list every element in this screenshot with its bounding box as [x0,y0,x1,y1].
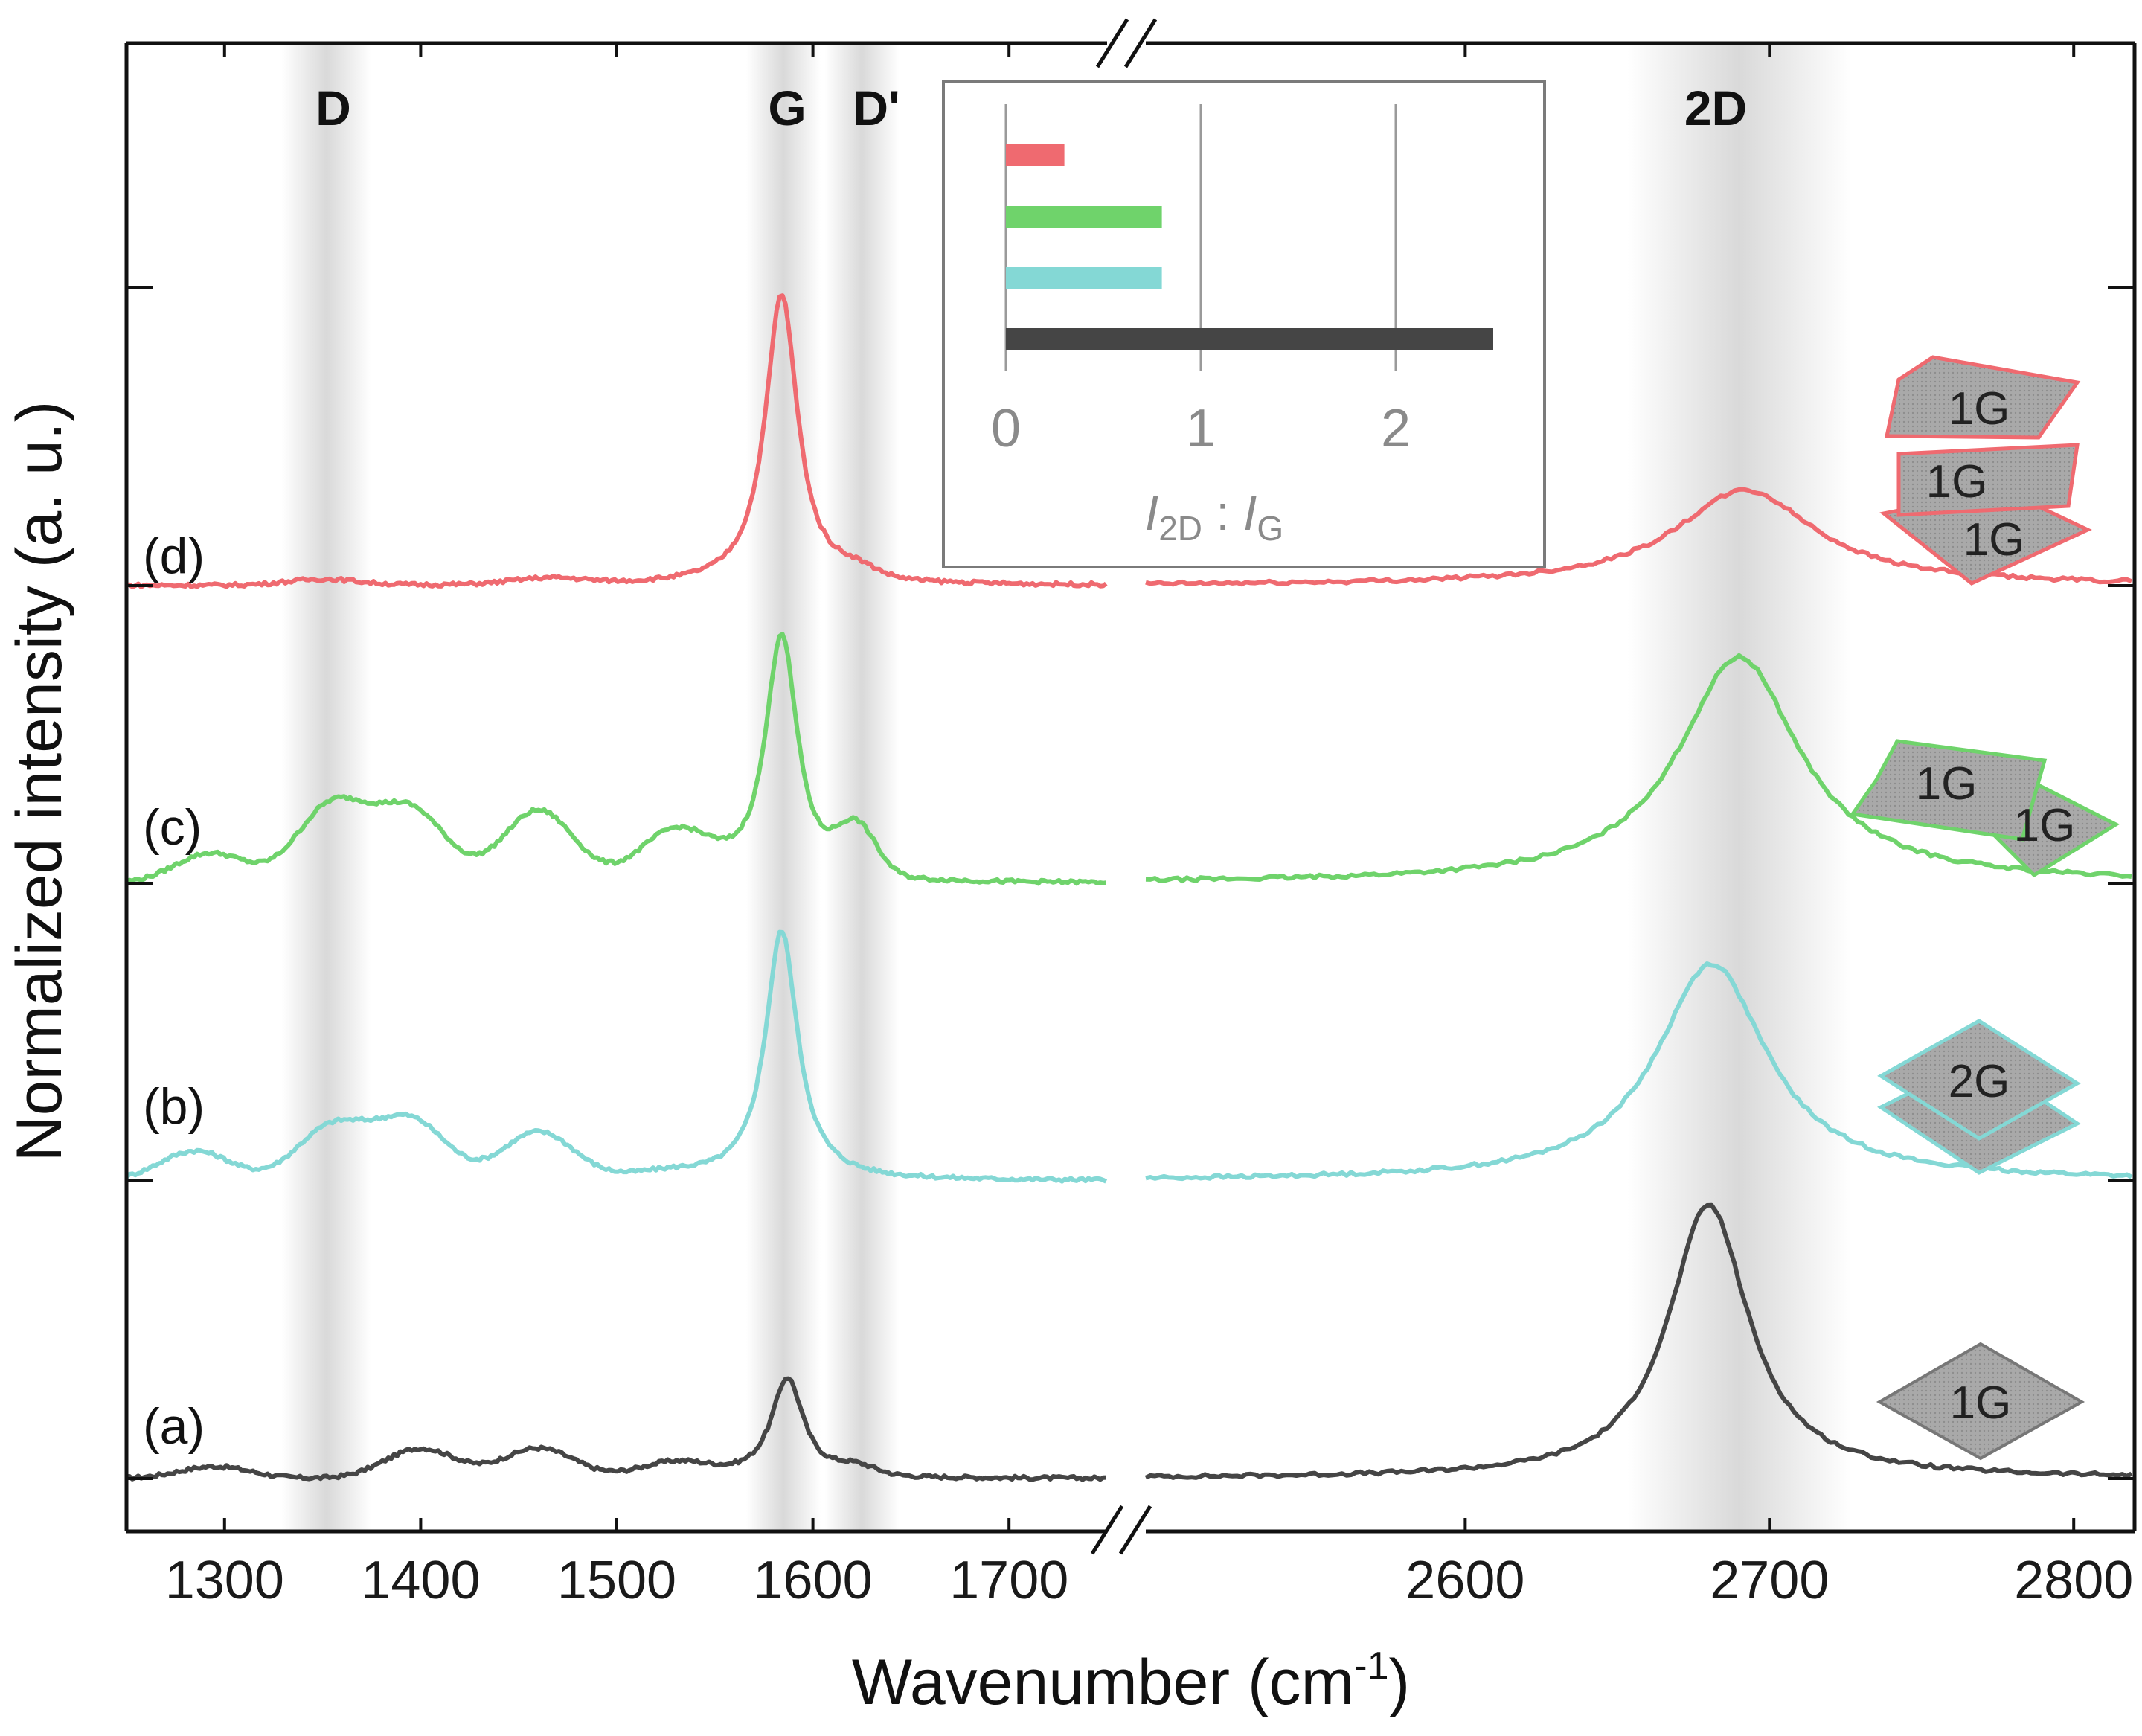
band-labels: D G D' 2D [315,80,1747,135]
flake-b-upper [1877,1019,2081,1141]
axis-break-marks [1090,18,1158,1555]
spectrum-b-segment-1 [124,929,1108,1184]
band-label-2d: 2D [1684,80,1747,135]
flake-b-label: 2G [1949,1056,2010,1107]
flake-icon-b: 2G [1877,1019,2081,1175]
break-mark-bottom-2 [1118,1505,1152,1555]
x-tick-label-1500: 1500 [557,1551,676,1610]
series-label-b: (b) [143,1078,205,1135]
inset-x-title: I2D : IG [1145,485,1283,548]
flake-d-middle [1896,443,2080,517]
break-mark-top-2 [1123,18,1158,68]
flake-icon-d: 1G 1G 1G [1879,355,2092,586]
x-ticks: 1300 1400 1500 1600 1700 2600 2700 2800 [165,43,2133,1610]
flake-c-front [1849,739,2048,842]
series-label-a: (a) [143,1398,205,1455]
inset-tick-label-0: 0 [991,399,1021,458]
y-axis-title: Normalized intensity (a. u.) [4,401,75,1162]
x-tick-label-2800: 2800 [2014,1551,2133,1610]
inset-bar-c [1006,206,1162,228]
series-label-d: (d) [143,528,205,584]
flake-d-middle-label: 1G [1926,456,1988,507]
spectrum-c-segment-1 [125,632,1107,886]
inset-tick-label-2: 2 [1381,399,1411,458]
x-tick-label-1700: 1700 [949,1551,1068,1610]
band-label-dprime: D' [853,80,900,135]
flake-a [1876,1342,2085,1461]
flake-d-top [1884,355,2081,440]
inset-bar-a [1006,328,1493,350]
spectrum-a-segment-1 [126,1376,1106,1482]
x-axis-title: Wavenumber (cm-1) [852,1644,1410,1718]
break-mark-bottom-1 [1090,1505,1124,1555]
band-3 [1627,43,1851,1531]
flake-a-label: 1G [1950,1377,2012,1429]
flake-d-bottom-label: 1G [1963,514,2025,566]
spectrum-d-segment-1 [126,293,1108,589]
inset-bar-b [1006,267,1162,289]
flake-icon-a: 1G [1876,1342,2085,1461]
x-tick-label-1400: 1400 [361,1551,480,1610]
spectrum-c-segment-2 [1145,653,2132,883]
flake-d-top-label: 1G [1949,383,2010,435]
flake-c-front-label: 1G [1916,758,1978,810]
inset-tick-label-1: 1 [1186,399,1216,458]
inset-tick-labels: 0 1 2 [991,399,1411,458]
inset-bar-d [1006,144,1065,166]
y-ticks [126,286,2135,1480]
x-tick-label-2600: 2600 [1405,1551,1524,1610]
spectra-lines [124,293,2133,1482]
series-label-c: (c) [143,799,202,856]
inset-bars [1006,144,1493,350]
flake-c-back-label: 1G [2014,800,2076,851]
band-0 [281,43,371,1531]
flake-icon-c: 1G 1G [1849,739,2120,878]
band-label-d: D [315,80,351,135]
spectrum-a-segment-2 [1144,1202,2133,1480]
break-mark-top-1 [1095,18,1129,68]
inset-chart: 0 1 2 I2D : IG [942,80,1546,568]
x-tick-label-2700: 2700 [1710,1551,1829,1610]
x-tick-label-1600: 1600 [754,1551,873,1610]
band-2 [824,43,900,1531]
x-tick-label-1300: 1300 [165,1551,284,1610]
band-label-g: G [768,80,806,135]
